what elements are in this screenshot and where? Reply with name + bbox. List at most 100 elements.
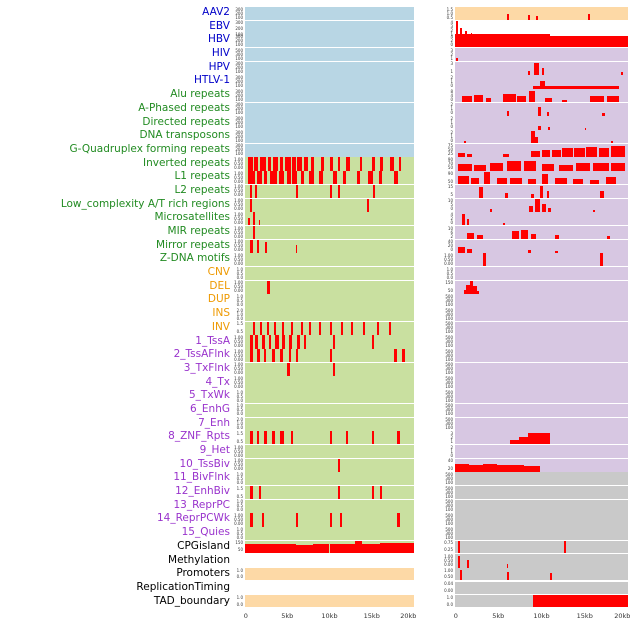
data-bar [388,321,391,335]
data-bar [312,544,330,553]
y-axis-right-panel: 500 300 100 [414,403,455,418]
track-plot-right [455,513,628,527]
y-tick-label: 1.0 [236,403,243,409]
y-axis-left-panel: 1.00 0.50 0.00 [232,157,245,172]
data-bar [253,225,256,240]
track-label: 12_EnhBiv [175,485,230,498]
data-bar [496,178,507,185]
data-bar [506,563,509,568]
y-tick-label: 1.0 [236,293,243,299]
y-tick-label: 200 [235,65,243,71]
data-bar [463,289,467,294]
data-bar [586,147,597,157]
track-row: Directed repeats 300 200 100 2 1 0 [0,116,630,130]
data-bar [531,194,534,199]
y-tick-label: 0.00 [234,233,243,239]
data-bar [555,235,559,240]
data-bar [479,187,483,199]
y-tick-label: 0.00 [234,452,243,458]
data-bar [376,321,379,335]
track-plot-right [455,308,628,322]
data-bar [548,207,551,212]
track-label: Methylation [168,553,230,566]
y-tick-label: 0.0 [236,534,243,540]
data-bar [524,160,537,171]
track-plot-right [455,568,628,580]
track-plot-right [455,581,628,594]
track-plot-left [245,130,414,144]
y-axis-right-panel: 40 20 0 [414,239,455,254]
track-row: Alu repeats 300 200 100 8 4 0 [0,88,630,103]
track-plot-left [245,308,414,322]
data-bar [380,485,383,500]
track-row: INS 2.0 1.0 0.0 500 300 100 [0,307,630,322]
data-bar [510,439,519,445]
y-axis-left-panel: 1.00 0.50 0.00 [232,280,245,295]
y-tick-label: 100 [445,356,453,362]
y-tick-label: 0.5 [446,14,453,20]
y-tick-label: 0.00 [234,178,243,184]
data-bar [527,179,537,185]
y-tick-label: 100 [445,411,453,417]
data-bar [261,544,279,553]
x-tick-label: 5kb [281,612,294,621]
y-tick-label: 300 [445,475,453,481]
track-row: DEL 1.00 0.50 0.00 150 50 [0,280,630,294]
data-bar [341,321,344,335]
track-plot-left [245,280,414,294]
data-bar [458,246,466,253]
track-row: G-Quadruplex forming repeats 300 200 100 75 5… [0,143,630,157]
x-tick-label: 0 [243,612,248,621]
y-axis-right-panel: 500 300 100 [414,389,455,404]
data-bar [361,543,381,553]
track-plot-left [245,102,414,116]
y-tick-label: 500 [445,512,453,518]
track-label: 4_Tx [205,375,230,388]
y-tick-label: 1.0 [236,311,243,317]
data-bar [321,157,324,171]
x-axis-left: 0 5kb 10kb 15kb 20kb [243,608,417,624]
y-tick-label: 100 [445,520,453,526]
track-label: 1_TssA [195,334,230,347]
y-tick-label: 2 [450,434,453,440]
data-bar [600,253,603,267]
data-bar [363,321,366,335]
data-bar [329,544,347,553]
y-tick-label: 100 [235,110,243,116]
data-bar [610,146,625,157]
track-row: L2 repeats 1.00 0.50 0.00 15 5 [0,184,630,199]
track-plot-right [455,335,628,349]
data-bar [458,176,469,185]
data-bar [531,130,535,144]
data-bar [250,349,254,363]
track-row: CNV 1.0 0.5 0.0 1.0 0.5 0.0 [0,266,630,281]
track-label: AAV2 [202,6,230,18]
y-tick-label: 500 [445,417,453,423]
data-bar [267,157,272,171]
y-axis-right-panel: 1.5 1.0 0.5 [414,6,455,21]
y-axis-left-panel: 300 200 100 [232,61,245,76]
data-bar [275,335,279,349]
data-bar [534,199,540,212]
data-bar [467,153,473,157]
track-label: HTLV-1 [193,74,230,87]
data-bar [527,432,551,445]
y-axis-left-panel: 1.00 0.50 0.00 [232,211,245,226]
y-tick-label: 300 [445,421,453,427]
track-plot-right [455,253,628,267]
y-axis-left-panel: 1.0 0.0 [232,595,245,609]
data-bar [356,171,360,185]
track-plot-left [245,403,414,418]
data-bar [295,244,298,253]
track-plot-right [455,266,628,281]
y-axis-right-panel: 500 300 100 [414,335,455,350]
y-axis-right-panel: 1.0 0.0 [414,595,455,609]
y-tick-label: 3 [450,430,453,436]
track-row: 15_Quies 1.0 0.5 0.0 500 300 100 [0,526,630,541]
data-bar [572,179,583,185]
data-bar [272,349,276,363]
track-plot-left [245,349,414,363]
data-bar [470,177,480,185]
y-axis-left-panel: 1.5 0.5 [232,430,245,445]
y-axis-left-panel: 300 200 100 [232,6,245,21]
